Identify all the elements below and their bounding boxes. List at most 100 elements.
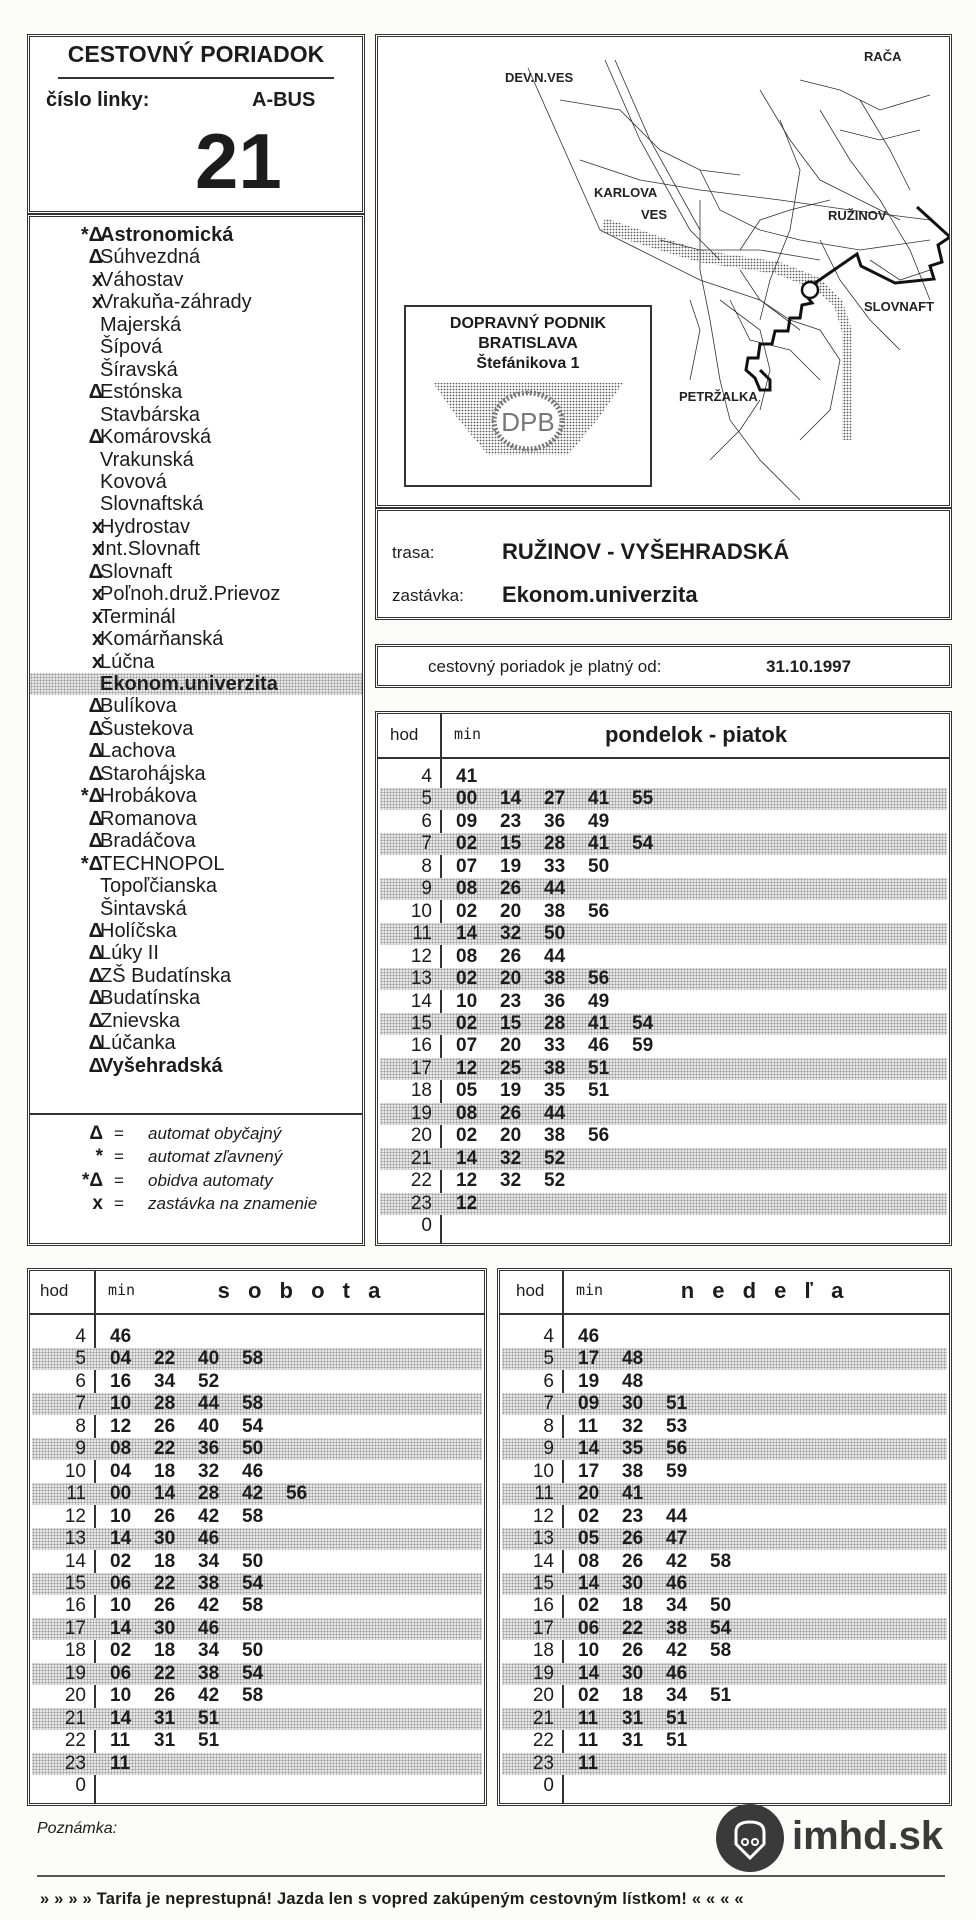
- stop-item[interactable]: Δ Lúky II: [30, 942, 362, 964]
- stop-item[interactable]: Δ Romanova: [30, 808, 362, 830]
- stop-item[interactable]: Δ ZŠ Budatínska: [30, 965, 362, 987]
- stop-item[interactable]: x Komárňanská: [30, 628, 362, 650]
- minute-cell: 32: [500, 923, 522, 945]
- minute-cell: 42: [242, 1483, 264, 1505]
- minute-cell: 02: [456, 1012, 478, 1034]
- stop-item[interactable]: Δ Estónska: [30, 381, 362, 403]
- stop-item[interactable]: Δ Vyšehradská: [30, 1055, 362, 1077]
- stop-name: Šustekova: [100, 717, 194, 740]
- minute-cell: 42: [198, 1505, 220, 1527]
- stop-item[interactable]: x Terminál: [30, 606, 362, 628]
- timetable-row: 23 11: [32, 1752, 482, 1775]
- minute-cell: 05: [456, 1080, 478, 1102]
- minute-cell: 02: [578, 1595, 600, 1617]
- timetable-row: 16 10 26 42 58: [32, 1595, 482, 1617]
- stop-item[interactable]: *Δ Hrobákova: [30, 785, 362, 807]
- minute-cell: 30: [622, 1572, 644, 1594]
- stop-list: *Δ Astronomická Δ Súhvezdná x Váhostav x Vrakuň…: [27, 214, 365, 1246]
- stop-name: Stavbárska: [100, 403, 201, 426]
- stop-item[interactable]: Δ Znievska: [30, 1010, 362, 1032]
- stop-item[interactable]: Δ Slovnaft: [30, 561, 362, 583]
- stop-item[interactable]: Δ Lachova: [30, 740, 362, 762]
- minute-cell: 08: [456, 1102, 478, 1124]
- minute-cell: 22: [154, 1438, 176, 1460]
- hour-cell: 12: [410, 945, 432, 967]
- stop-item[interactable]: x Poľnoh.druž.Prievoz: [30, 583, 362, 605]
- stop-item[interactable]: Δ Bulíkova: [30, 695, 362, 717]
- stop-item[interactable]: Slovnaftská: [30, 493, 362, 515]
- minute-cell: 22: [154, 1348, 176, 1370]
- minute-cell: 20: [500, 968, 522, 990]
- stop-item[interactable]: Šintavská: [30, 898, 362, 920]
- stop-item[interactable]: *Δ Astronomická: [30, 224, 362, 246]
- stop-item[interactable]: Δ Súhvezdná: [30, 246, 362, 268]
- timetable-row: 9 14 35 56: [502, 1438, 947, 1461]
- stop-item[interactable]: x Hydrostav: [30, 516, 362, 538]
- stop-item[interactable]: Δ Komárovská: [30, 426, 362, 448]
- hour-cell: 14: [64, 1550, 86, 1572]
- minute-cell: 41: [588, 788, 610, 810]
- stop-item[interactable]: x Int.Slovnaft: [30, 538, 362, 560]
- stop-item[interactable]: Šípová: [30, 336, 362, 358]
- legend-item: Δ = automat obyčajný: [30, 1123, 362, 1145]
- stop-item[interactable]: Topoľčianska: [30, 875, 362, 897]
- minute-cell: 11: [578, 1707, 599, 1729]
- stop-item[interactable]: Δ Lúčanka: [30, 1032, 362, 1054]
- stop-marker-icon: Δ: [88, 426, 103, 449]
- minute-cell: 38: [198, 1572, 220, 1594]
- minute-cell: 09: [456, 810, 478, 832]
- legend-text: obidva automaty: [148, 1170, 273, 1190]
- minute-cell: 02: [456, 968, 478, 990]
- minute-cell: 31: [622, 1730, 644, 1752]
- hour-cell: 13: [532, 1528, 554, 1550]
- stop-name: Poľnoh.druž.Prievoz: [100, 583, 281, 606]
- minute-cell: 32: [500, 1170, 522, 1192]
- stop-item[interactable]: Majerská: [30, 314, 362, 336]
- stop-item[interactable]: x Lúčna: [30, 651, 362, 673]
- stop-item[interactable]: Vrakunská: [30, 449, 362, 471]
- hour-cell: 16: [410, 1035, 432, 1057]
- tariff-notice: » » » » Tarifa je neprestupná! Jazda len…: [40, 1890, 744, 1908]
- imhd-logo[interactable]: imhd.sk: [716, 1804, 946, 1872]
- stop-item[interactable]: Stavbárska: [30, 404, 362, 426]
- minute-cell: 22: [154, 1572, 176, 1594]
- hour-cell: 6: [421, 810, 432, 832]
- minute-cell: 23: [500, 810, 522, 832]
- timetable-row: 21 11 31 51: [502, 1707, 947, 1730]
- hour-cell: 15: [410, 1012, 432, 1034]
- minute-cell: 44: [544, 878, 566, 900]
- stop-item[interactable]: *Δ TECHNOPOL: [30, 853, 362, 875]
- minute-cell: 23: [500, 990, 522, 1012]
- stop-item[interactable]: x Vrakuňa-záhrady: [30, 291, 362, 313]
- legend-equals: =: [114, 1170, 124, 1190]
- timetable-row: 0: [502, 1775, 947, 1797]
- stop-item[interactable]: Δ Šustekova: [30, 718, 362, 740]
- stop-item[interactable]: Kovová: [30, 471, 362, 493]
- stop-name: Astronomická: [100, 224, 234, 246]
- timetable-saturday: hod min s o b o t a 4 46 5 04 22 40 58 6 16 34 52 7 10 2…: [27, 1268, 487, 1806]
- hour-cell: 6: [75, 1370, 86, 1392]
- stop-item[interactable]: x Váhostav: [30, 269, 362, 291]
- stop-marker-icon: *Δ: [80, 852, 103, 875]
- minute-cell: 48: [622, 1348, 644, 1370]
- timetable-row: 10 02 20 38 56: [380, 901, 947, 923]
- stop-item[interactable]: Šíravská: [30, 359, 362, 381]
- timetable-row: 11 14 32 50: [380, 923, 947, 946]
- stop-item[interactable]: Δ Bradáčova: [30, 830, 362, 852]
- minute-cell: 14: [578, 1662, 600, 1684]
- minute-cell: 02: [456, 900, 478, 922]
- stop-item[interactable]: Δ Holíčska: [30, 920, 362, 942]
- timetable-row: 16 02 18 34 50: [502, 1595, 947, 1617]
- minute-cell: 12: [456, 1192, 478, 1214]
- stop-marker-icon: Δ: [88, 740, 103, 763]
- timetable-row: 8 07 19 33 50: [380, 856, 947, 878]
- minute-cell: 58: [242, 1505, 264, 1527]
- stop-item[interactable]: Δ Budatínska: [30, 987, 362, 1009]
- stop-item[interactable]: Δ Starohájska: [30, 763, 362, 785]
- stop-marker-icon: Δ: [88, 246, 103, 269]
- stop-name: TECHNOPOL: [100, 852, 225, 875]
- minute-cell: 02: [456, 1125, 478, 1147]
- minute-cell: 58: [242, 1393, 264, 1415]
- stop-marker-icon: Δ: [88, 381, 103, 404]
- stop-item[interactable]: Ekonom.univerzita: [30, 673, 362, 695]
